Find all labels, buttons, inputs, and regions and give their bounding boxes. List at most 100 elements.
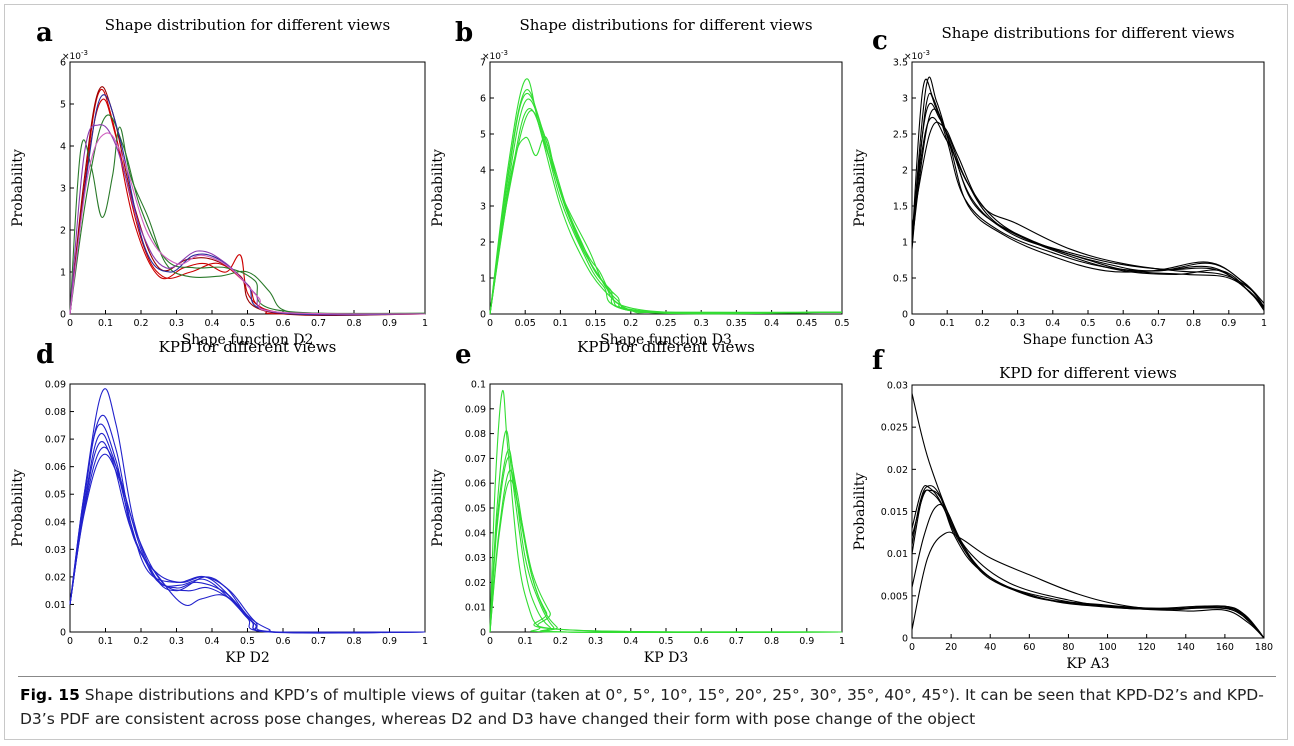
series-line-7 (489, 108, 843, 315)
series-line-1 (911, 393, 1265, 639)
caption-rule (18, 676, 1276, 677)
x-tick-label: 0.2 (623, 318, 638, 329)
series-line-6 (911, 531, 1265, 639)
x-tick-label: 0.6 (275, 318, 290, 329)
x-tick-label: 0.4 (623, 636, 638, 647)
figure-caption: Fig. 15 Shape distributions and KPD’s of… (20, 683, 1270, 731)
y-tick-label: 4 (480, 166, 486, 177)
y-tick-label: 3 (60, 184, 66, 195)
x-axis-label: KP D3 (644, 650, 688, 666)
panel-letter: f (872, 346, 884, 376)
y-tick-label: 0.005 (881, 591, 908, 602)
x-tick-label: 0.6 (1116, 318, 1131, 329)
series-line-4 (911, 121, 1265, 308)
x-tick-label: 180 (1255, 642, 1273, 653)
y-axis-label: Probability (430, 469, 446, 547)
x-tick-label: 0.35 (726, 318, 747, 329)
panel-letter: b (455, 18, 474, 48)
y-tick-label: 3.5 (893, 58, 908, 69)
x-tick-label: 0 (487, 636, 493, 647)
chart-svg: 0 20 40 60 80 100 120 140 160 180 0 0.005 0.01 0.015 0… (852, 381, 1273, 673)
y-tick-label: 0.03 (887, 381, 908, 392)
x-tick-label: 0 (909, 318, 915, 329)
x-tick-label: 140 (1177, 642, 1195, 653)
y-tick-label: 4 (60, 142, 66, 153)
y-tick-label: 0.05 (465, 504, 486, 515)
y-tick-label: 6 (60, 58, 66, 69)
y-tick-label: 0.5 (893, 274, 908, 285)
y-tick-label: 0.04 (465, 528, 486, 539)
y-tick-label: 1.5 (893, 202, 908, 213)
y-axis-label: Probability (10, 469, 26, 547)
x-tick-label: 1 (839, 636, 845, 647)
x-tick-label: 0.8 (1186, 318, 1201, 329)
chart-svg: 0 0.1 0.2 0.3 0.4 0.5 0.6 0.7 0.8 0.9 1 0 0.01 0.02 0.… (10, 380, 428, 667)
y-tick-label: 0.01 (465, 603, 486, 614)
x-tick-label: 0.4 (764, 318, 779, 329)
y-tick-label: 0.08 (465, 429, 486, 440)
y-tick-label: 0.025 (881, 423, 908, 434)
y-tick-label: 0.1 (471, 380, 486, 391)
y-tick-label: 0.02 (45, 572, 66, 583)
chart-title: KPD for different views (999, 364, 1177, 382)
y-tick-label: 1 (60, 268, 66, 279)
x-tick-label: 0.6 (275, 636, 290, 647)
x-tick-label: 0.4 (204, 318, 219, 329)
x-tick-label: 0.3 (169, 636, 184, 647)
x-axis-label: Shape function D2 (182, 332, 314, 348)
series-line-5 (911, 92, 1265, 304)
x-tick-label: 20 (945, 642, 957, 653)
x-axis-label: KP A3 (1066, 656, 1109, 672)
axis-exponent-power: -3 (501, 49, 508, 57)
y-tick-label: 3 (902, 94, 908, 105)
x-tick-label: 0.9 (382, 636, 397, 647)
x-tick-label: 1 (422, 636, 428, 647)
x-tick-label: 0.5 (240, 636, 255, 647)
y-tick-label: 0.015 (881, 507, 908, 518)
y-tick-label: 0 (480, 310, 486, 321)
x-tick-label: 0.5 (658, 636, 673, 647)
y-tick-label: 0 (60, 310, 66, 321)
y-tick-label: 0.07 (465, 454, 486, 465)
series-line-7 (911, 489, 1265, 639)
series-line-3 (911, 485, 1265, 639)
x-tick-label: 0 (67, 636, 73, 647)
x-tick-label: 0 (67, 318, 73, 329)
x-tick-label: 0.9 (1221, 318, 1236, 329)
x-tick-label: 0.7 (729, 636, 744, 647)
y-tick-label: 7 (480, 58, 486, 69)
series-line-7 (911, 116, 1265, 311)
x-tick-label: 0.1 (98, 318, 113, 329)
x-tick-label: 0.4 (1045, 318, 1060, 329)
y-tick-label: 0.01 (887, 549, 908, 560)
axis-exponent-power: -3 (923, 49, 930, 57)
y-axis-label: Probability (852, 473, 868, 551)
y-tick-label: 0 (60, 628, 66, 639)
y-tick-label: 0 (902, 310, 908, 321)
x-tick-label: 0.7 (311, 318, 326, 329)
x-tick-label: 0.2 (975, 318, 990, 329)
x-tick-label: 0.2 (553, 636, 568, 647)
x-axis-label: Shape function D3 (600, 332, 732, 348)
x-tick-label: 0.3 (1010, 318, 1025, 329)
x-tick-label: 0.1 (553, 318, 568, 329)
chart-svg: 0 0.1 0.2 0.3 0.4 0.5 0.6 0.7 0.8 0.9 10123456×10-… (10, 49, 428, 348)
x-tick-label: 0.4 (204, 636, 219, 647)
y-tick-label: 0.08 (45, 407, 66, 418)
y-tick-label: 0.03 (465, 553, 486, 564)
x-tick-label: 0.8 (764, 636, 779, 647)
series-line-1 (911, 78, 1265, 308)
x-axis-label: Shape function A3 (1023, 332, 1154, 348)
y-tick-label: 2 (480, 238, 486, 249)
series-line-2 (911, 76, 1265, 308)
x-tick-label: 40 (984, 642, 996, 653)
x-tick-label: 0.5 (240, 318, 255, 329)
chart-title: Shape distribution for different views (104, 16, 391, 34)
y-tick-label: 2 (902, 166, 908, 177)
y-tick-label: 0.04 (45, 517, 66, 528)
x-tick-label: 60 (1023, 642, 1035, 653)
x-tick-label: 0.9 (382, 318, 397, 329)
y-axis-label: Probability (430, 149, 446, 227)
chart-title: Shape distributions for different views (941, 24, 1235, 42)
x-tick-label: 0.9 (799, 636, 814, 647)
